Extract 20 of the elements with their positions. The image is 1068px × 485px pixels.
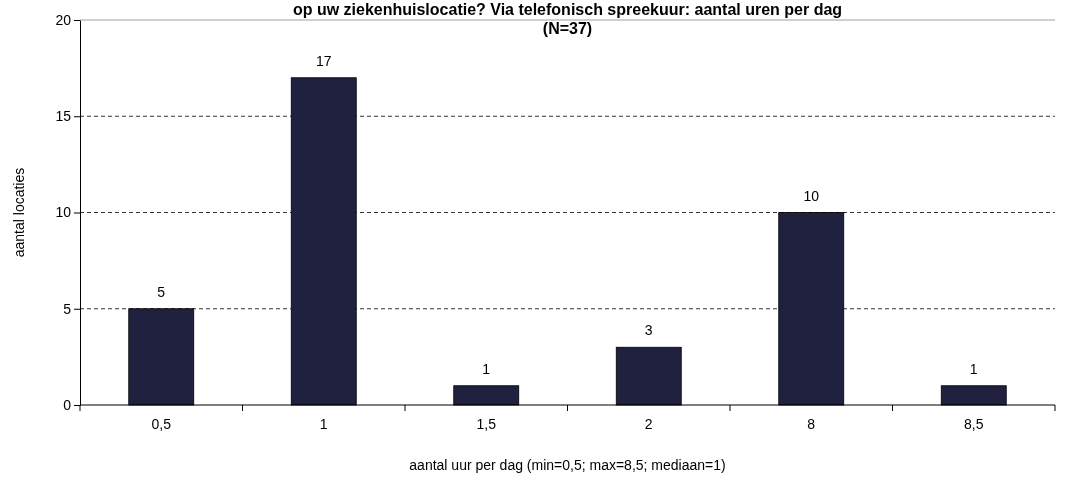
y-tick-label: 10 — [55, 204, 72, 221]
x-tick-label: 1 — [319, 415, 328, 432]
x-tick-label: 1,5 — [476, 415, 497, 432]
y-tick-label: 5 — [63, 300, 72, 317]
data-label: 5 — [157, 283, 166, 300]
chart-title: op uw ziekenhuislocatie? Via telefonisch spreekuur: aantal uren per dag (N=37) — [292, 1, 843, 37]
x-tick-label: 8 — [807, 415, 816, 432]
x-tick-label: 2 — [644, 415, 653, 432]
y-axis-title: aantal locaties — [11, 167, 27, 258]
y-tick-label: 0 — [63, 396, 72, 413]
data-label: 1 — [482, 360, 491, 377]
y-tick-label: 15 — [55, 108, 72, 125]
data-label: 17 — [315, 52, 332, 69]
data-label: 10 — [803, 187, 820, 204]
x-axis-title: aantal uur per dag (min=0,5; max=8,5; mediaan=1) — [409, 457, 726, 473]
x-tick-label: 8,5 — [964, 415, 984, 432]
y-tick-label: 20 — [55, 11, 72, 28]
x-tick-label: 0,5 — [151, 415, 172, 432]
data-label: 3 — [644, 322, 653, 339]
data-label: 1 — [969, 360, 978, 377]
